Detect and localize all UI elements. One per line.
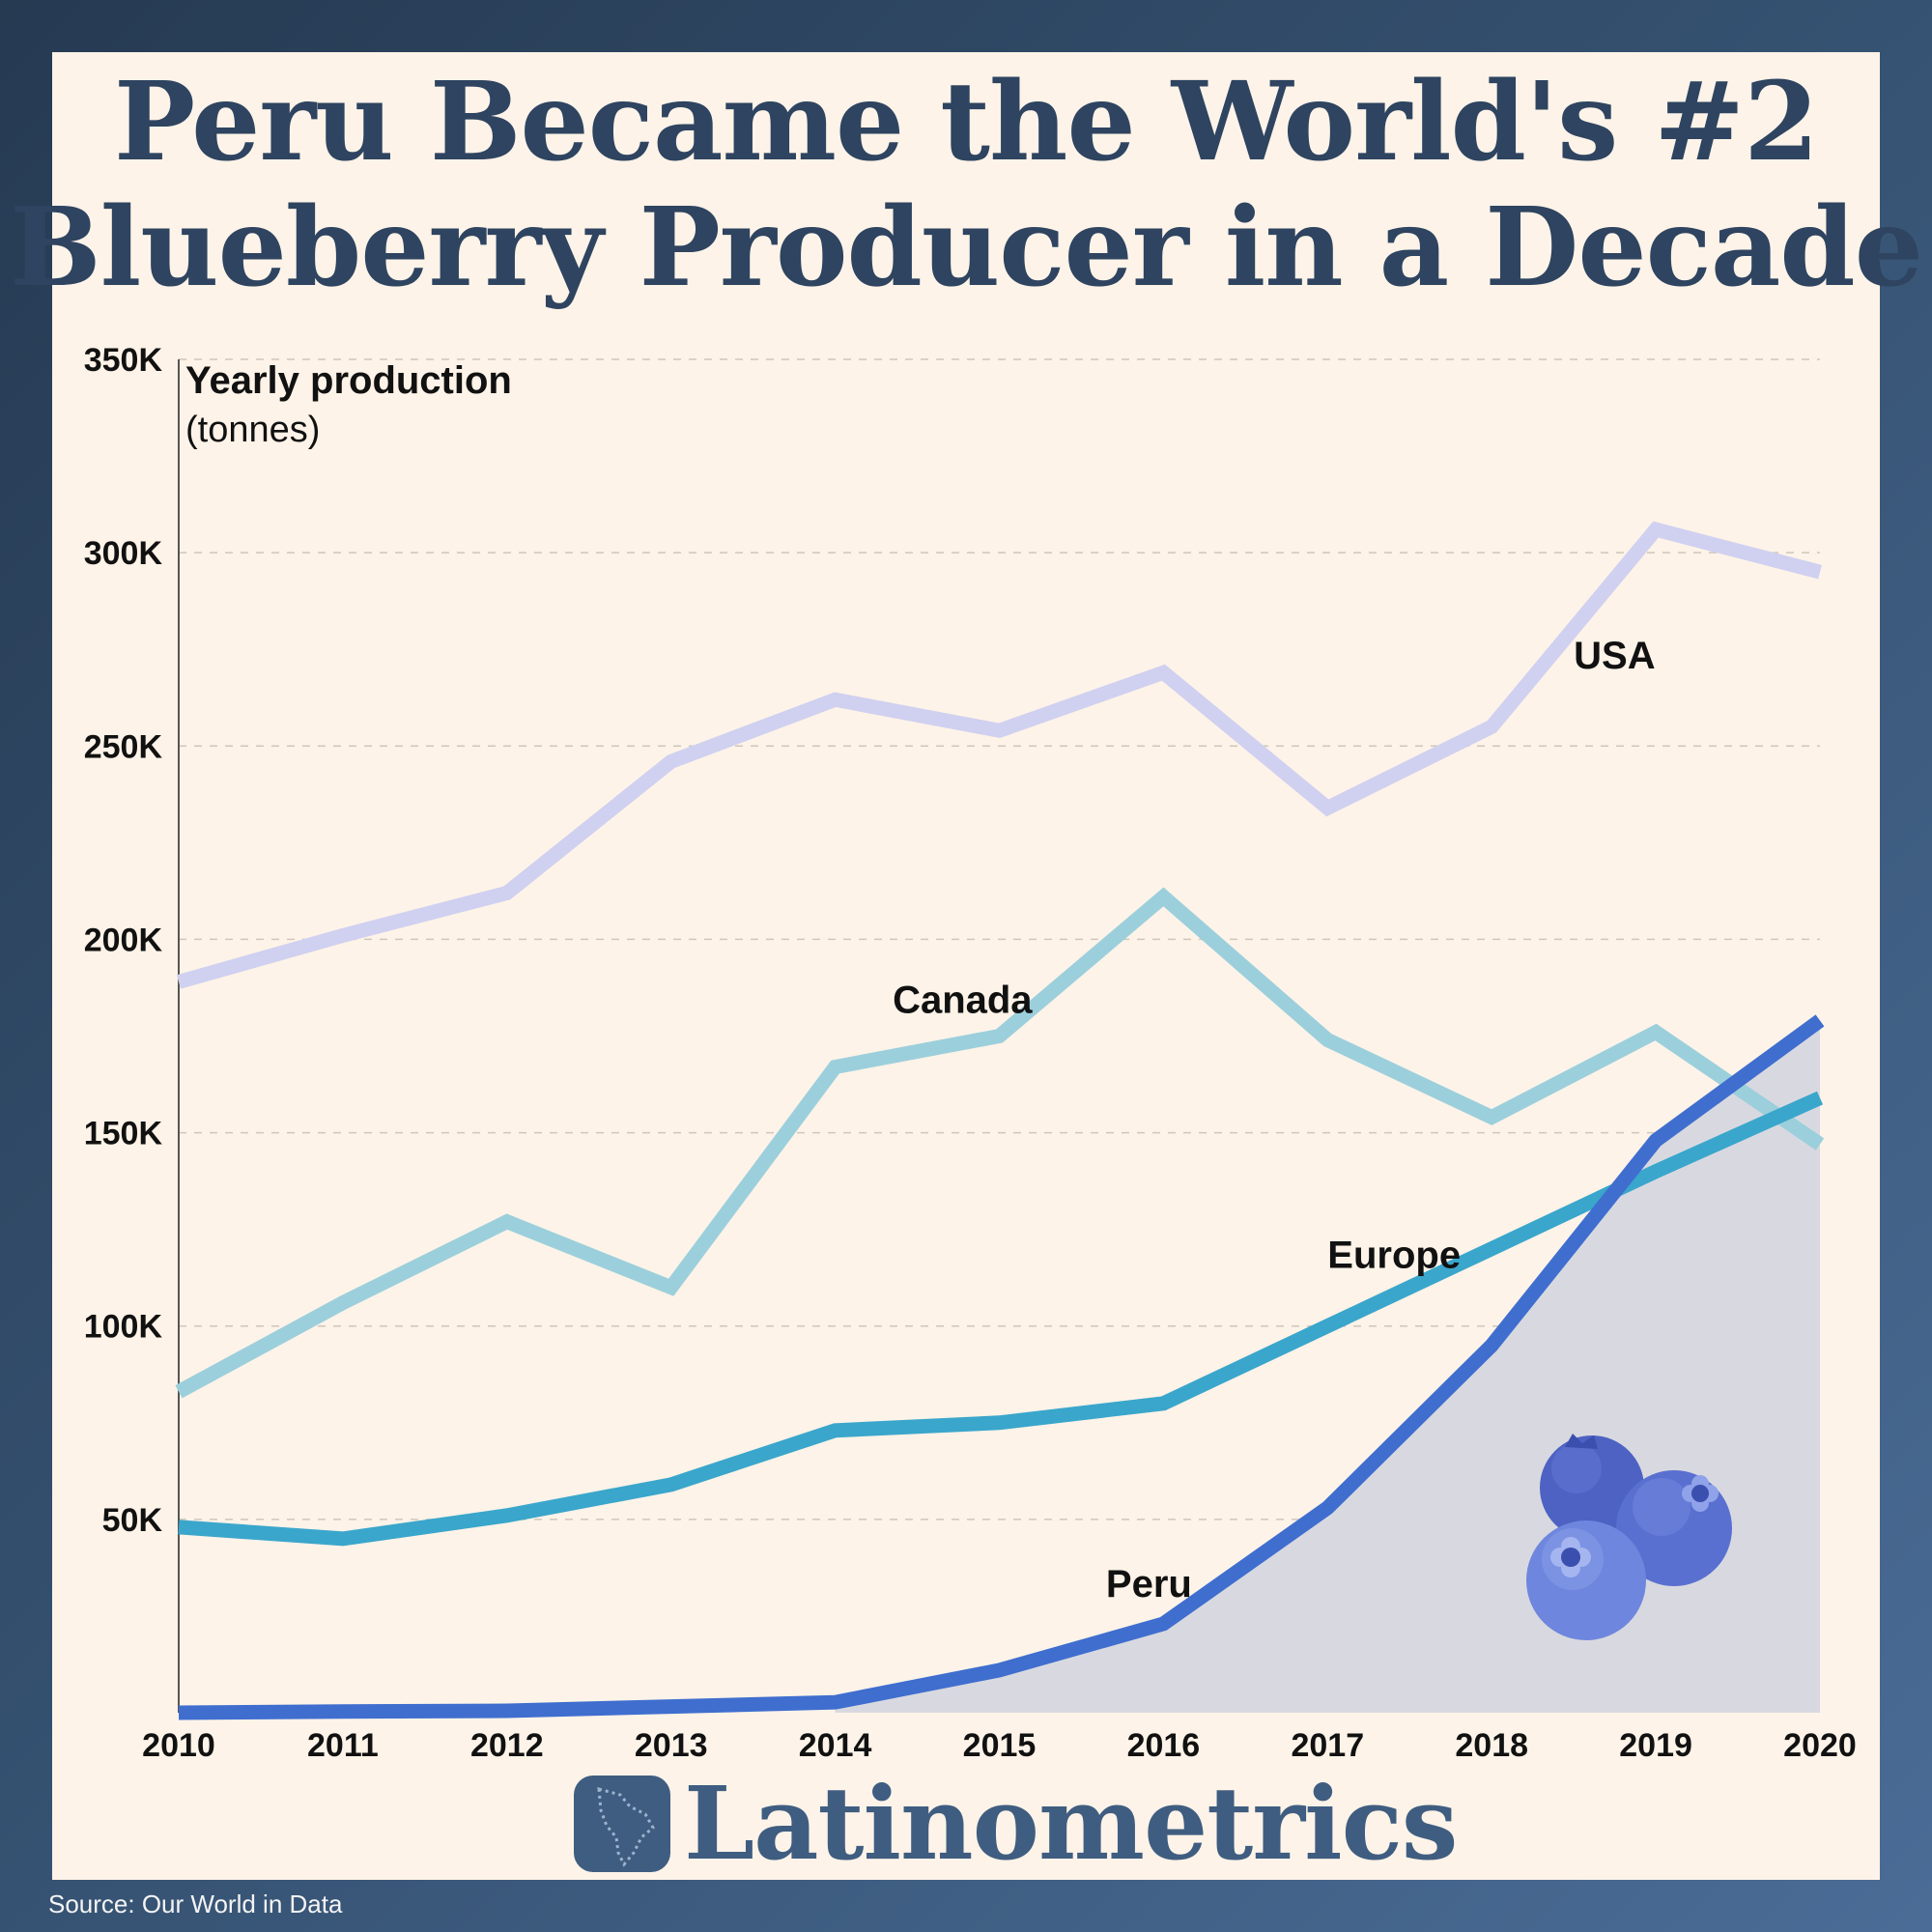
series-line-peru [178, 1014, 1825, 1720]
y-tick-label: 300K [84, 535, 163, 572]
y-tick-label: 100K [84, 1309, 163, 1346]
x-tick-label: 2010 [142, 1727, 215, 1764]
x-tick-label: 2016 [1127, 1727, 1201, 1764]
x-axis-ticks: 2010 2011 2012 2013 2014 2015 2016 2017 2018 2019… [142, 1727, 1857, 1764]
y-axis-label: Yearly production [185, 359, 512, 402]
x-tick-label: 2015 [963, 1727, 1037, 1764]
x-tick-label: 2018 [1455, 1727, 1528, 1764]
series-line-europe [178, 1091, 1824, 1547]
x-tick-label: 2019 [1619, 1727, 1692, 1764]
brand-logo: Latinometrics [574, 1764, 1540, 1883]
series-line-usa [176, 521, 1822, 989]
latin-america-map-icon [574, 1775, 670, 1872]
x-tick-label: 2014 [799, 1727, 872, 1764]
x-tick-label: 2013 [635, 1727, 708, 1764]
blueberry-right [1616, 1470, 1732, 1586]
series-lines [175, 521, 1825, 1720]
y-tick-label: 50K [102, 1502, 163, 1539]
y-tick-label: 150K [84, 1116, 163, 1152]
x-tick-label: 2020 [1783, 1727, 1857, 1764]
series-label-usa: USA [1574, 635, 1655, 677]
series-label-peru: Peru [1106, 1563, 1192, 1605]
blueberries-icon [1526, 1434, 1732, 1640]
series-labels: USA Canada Europe Peru [893, 635, 1656, 1605]
series-line-canada [175, 887, 1825, 1399]
series-label-canada: Canada [893, 979, 1033, 1021]
y-axis-ticks: 50K 100K 150K 200K 250K 300K 350K [84, 342, 163, 1539]
y-tick-label: 250K [84, 728, 163, 765]
y-axis-unit: (tonnes) [185, 410, 321, 450]
y-tick-label: 200K [84, 922, 163, 958]
series-label-europe: Europe [1327, 1235, 1461, 1277]
blueberry-front [1526, 1520, 1646, 1640]
source-note: Source: Our World in Data [48, 1889, 343, 1918]
y-tick-label: 350K [84, 342, 163, 379]
brand-name: Latinometrics [684, 1764, 1458, 1883]
page-title: Peru Became the World's #2 Blueberry Pro… [0, 60, 1932, 311]
title-line-1: Peru Became the World's #2 [113, 59, 1819, 185]
title-line-2: Blueberry Producer in a Decade [10, 185, 1923, 311]
x-tick-label: 2012 [470, 1727, 544, 1764]
x-tick-label: 2011 [307, 1727, 379, 1764]
x-tick-label: 2017 [1291, 1727, 1364, 1764]
